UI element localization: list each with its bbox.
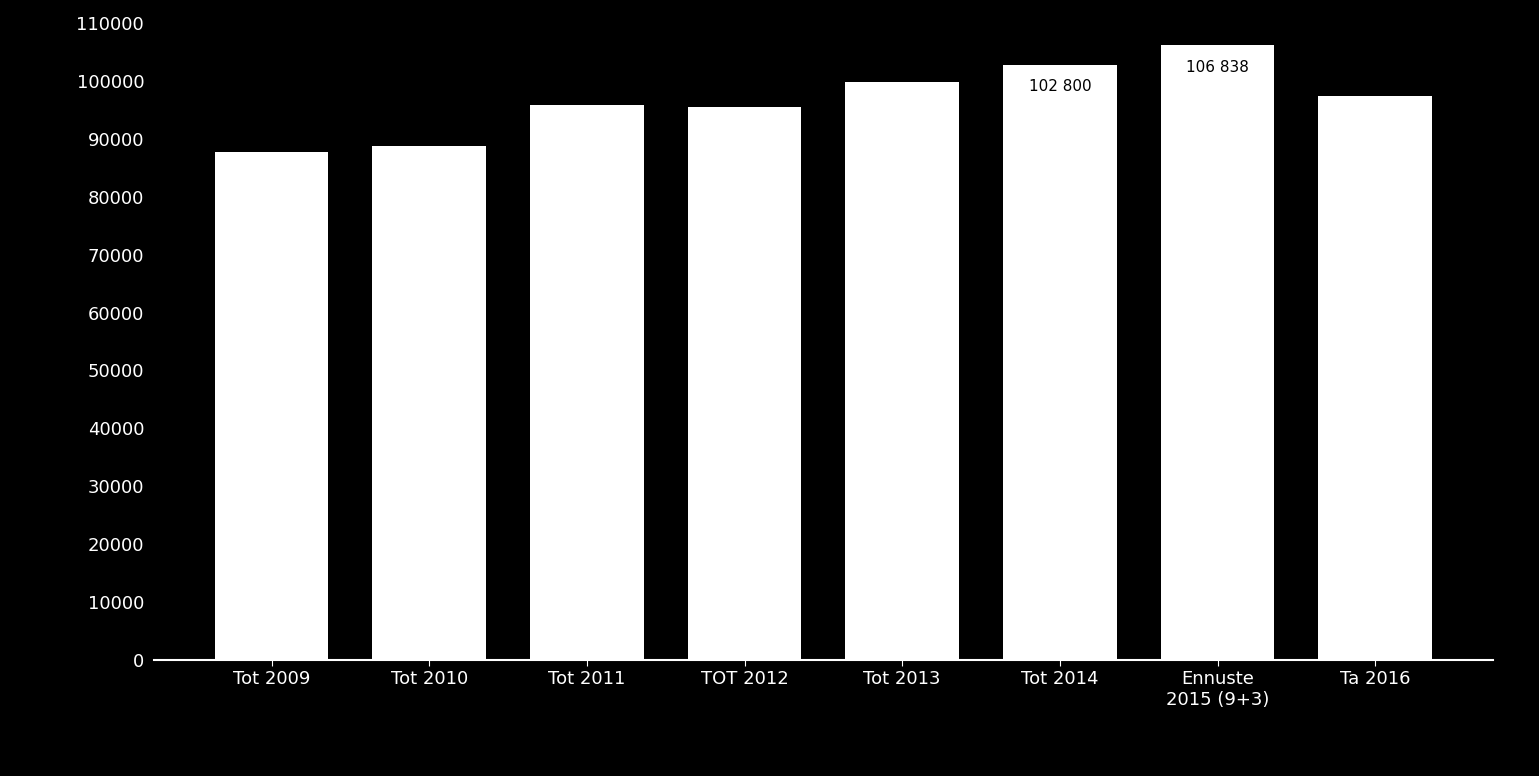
Bar <box>372 147 486 660</box>
Bar <box>1003 65 1117 660</box>
Bar <box>845 82 959 660</box>
Bar <box>688 107 802 660</box>
Bar <box>215 151 328 660</box>
Bar <box>1319 95 1431 660</box>
Text: 102 800: 102 800 <box>1028 79 1091 95</box>
Bar <box>1160 45 1274 660</box>
Text: 106 838: 106 838 <box>1187 60 1250 74</box>
Bar <box>529 106 643 660</box>
